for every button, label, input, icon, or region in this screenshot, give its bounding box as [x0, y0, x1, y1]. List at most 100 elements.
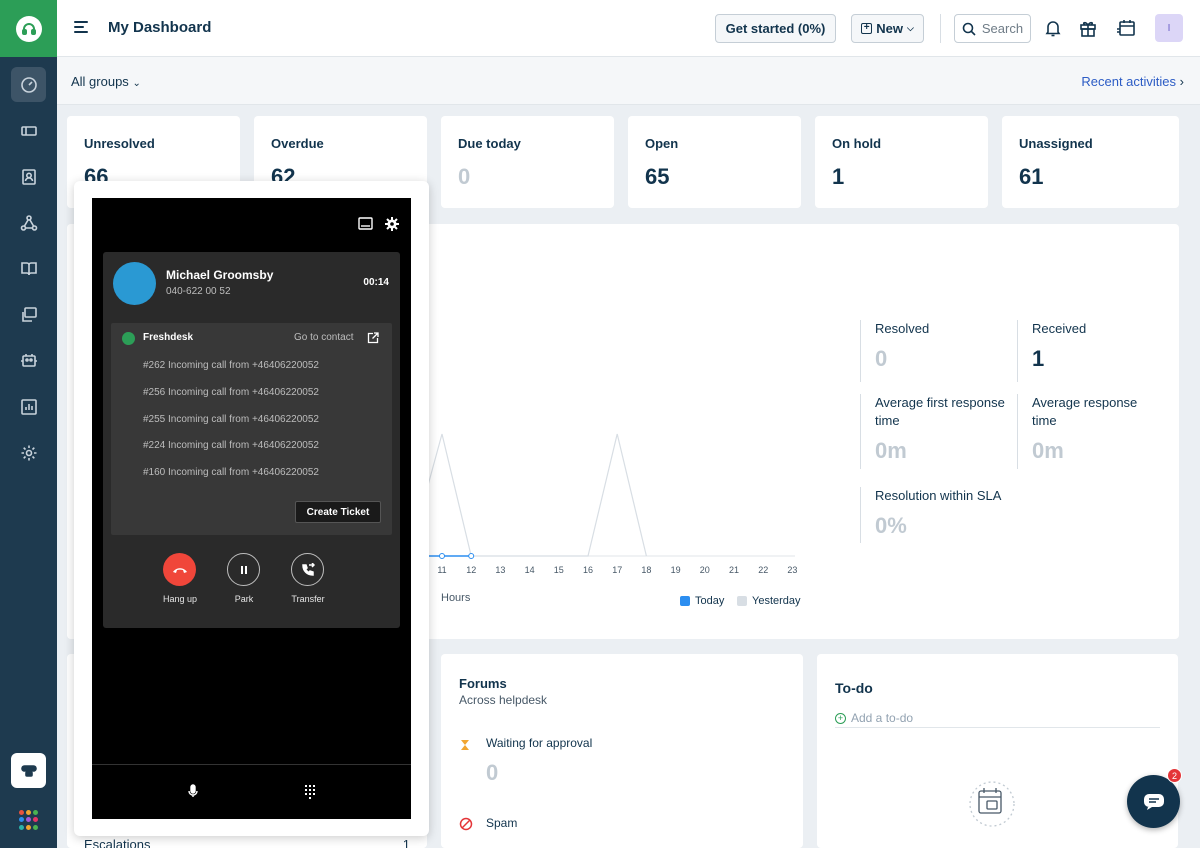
forums-card: Forums Across helpdesk Waiting for appro… — [441, 654, 803, 848]
call-history-item[interactable]: #256 Incoming call from +46406220052 — [143, 387, 319, 398]
settings-gear-icon[interactable] — [385, 217, 399, 236]
waiting-approval-label: Waiting for approval — [486, 736, 593, 750]
todo-title: To-do — [835, 680, 873, 696]
menu-icon[interactable] — [74, 21, 88, 36]
create-ticket-button[interactable]: Create Ticket — [295, 501, 381, 523]
x-tick-label: 13 — [495, 565, 505, 575]
calendar-icon[interactable] — [1115, 17, 1137, 39]
call-history-item[interactable]: #255 Incoming call from +46406220052 — [143, 414, 319, 425]
pause-icon — [240, 565, 247, 574]
chat-widget-button[interactable] — [1127, 775, 1180, 828]
go-to-contact-link[interactable]: Go to contact — [294, 332, 354, 343]
hang-up-button[interactable] — [163, 553, 196, 586]
chevron-right-icon: › — [1179, 74, 1184, 89]
sidebar-item-dashboard[interactable] — [11, 67, 46, 102]
active-call-card: Michael Groomsby 040-622 00 52 00:14 Fre… — [103, 252, 400, 628]
x-tick-label: 12 — [466, 565, 476, 575]
legend-swatch-today — [680, 596, 690, 606]
stat-label: Unassigned — [1019, 136, 1093, 151]
metric-value: 0m — [1032, 438, 1064, 463]
book-icon — [20, 261, 37, 275]
microphone-icon[interactable] — [188, 784, 198, 803]
apps-grid-icon[interactable] — [19, 810, 39, 830]
metric-value: 0 — [875, 346, 888, 371]
x-tick-label: 16 — [583, 565, 593, 575]
freshdesk-panel: Freshdesk Go to contact #262 Incoming ca… — [111, 323, 392, 535]
plus-icon: + — [861, 23, 873, 34]
escalations-count: 1 — [402, 837, 410, 848]
legend-label: Today — [695, 595, 725, 607]
sidebar-item-admin-bot[interactable] — [11, 343, 46, 378]
park-button[interactable] — [227, 553, 260, 586]
stat-card-unassigned[interactable]: Unassigned 61 — [1002, 116, 1179, 208]
chat-icon — [1143, 793, 1164, 810]
sidebar-item-groups[interactable] — [11, 205, 46, 240]
series-point-today[interactable] — [439, 553, 445, 559]
recent-activities-link[interactable]: Recent activities › — [1081, 74, 1184, 89]
legend-today[interactable]: Today — [680, 595, 724, 607]
stat-label: On hold — [832, 136, 882, 151]
ticket-icon — [20, 125, 37, 136]
external-link-icon[interactable] — [367, 331, 379, 349]
sidebar-item-tickets[interactable] — [11, 113, 46, 148]
metric-label: Average response time — [1032, 395, 1138, 428]
discussion-icon — [21, 306, 37, 322]
metric-label: Resolved — [875, 321, 930, 336]
minimize-icon[interactable] — [358, 217, 373, 235]
stat-value: 0 — [458, 164, 471, 189]
new-button[interactable]: + New ⌵ — [851, 14, 924, 43]
todo-card: To-do + Add a to-do — [817, 654, 1178, 848]
transfer-icon — [301, 562, 315, 576]
call-history-item[interactable]: #160 Incoming call from +46406220052 — [143, 467, 319, 478]
groups-dropdown[interactable]: All groups ⌄ — [71, 74, 141, 89]
stat-value: 61 — [1019, 164, 1044, 189]
call-history-item[interactable]: #224 Incoming call from +46406220052 — [143, 440, 319, 451]
freshdesk-logo[interactable] — [0, 0, 57, 57]
call-timer: 00:14 — [363, 277, 389, 288]
spam-icon — [459, 817, 473, 836]
gift-icon[interactable] — [1077, 17, 1099, 39]
stat-card-due-today[interactable]: Due today 0 — [441, 116, 614, 208]
dashboard-icon — [20, 76, 37, 93]
metric-label: Received — [1032, 321, 1087, 336]
metric-label: Average first response time — [875, 395, 1005, 428]
stat-label: Unresolved — [84, 136, 155, 151]
bell-icon[interactable] — [1042, 17, 1064, 39]
add-icon: + — [835, 712, 846, 724]
reports-icon — [20, 398, 37, 415]
freshdesk-brand: Freshdesk — [143, 332, 194, 343]
sidebar-item-phone[interactable] — [11, 753, 46, 788]
stat-card-open[interactable]: Open 65 — [628, 116, 801, 208]
stat-card-on-hold[interactable]: On hold 1 — [815, 116, 988, 208]
hourglass-icon — [460, 738, 470, 750]
x-tick-label: 14 — [525, 565, 535, 575]
x-tick-label: 15 — [554, 565, 564, 575]
search-icon — [962, 22, 976, 36]
new-button-label: New — [876, 21, 903, 36]
add-todo-input[interactable]: + Add a to-do — [835, 709, 1160, 728]
sidebar-item-settings[interactable] — [11, 435, 46, 470]
caller-name: Michael Groomsby — [166, 268, 274, 282]
phone-footer-divider — [92, 764, 411, 765]
transfer-button[interactable] — [291, 553, 324, 586]
get-started-button[interactable]: Get started (0%) — [715, 14, 836, 43]
spam-label: Spam — [486, 816, 518, 830]
sidebar-item-solutions[interactable] — [11, 251, 46, 286]
metric-value: 1 — [1032, 346, 1045, 371]
series-point-today[interactable] — [468, 553, 475, 559]
search-button[interactable]: Search — [954, 14, 1031, 43]
forums-title: Forums — [459, 676, 507, 691]
stat-value: 1 — [832, 164, 845, 189]
escalations-label: Escalations — [84, 837, 151, 848]
legend-yesterday[interactable]: Yesterday — [737, 595, 801, 607]
call-history-item[interactable]: #262 Incoming call from +46406220052 — [143, 360, 319, 371]
search-label: Search — [981, 21, 1024, 36]
dialpad-icon[interactable] — [305, 785, 315, 799]
sidebar-item-contacts[interactable] — [11, 159, 46, 194]
user-avatar[interactable]: I — [1155, 14, 1183, 42]
sidebar-item-forums[interactable] — [11, 297, 46, 332]
gear-icon — [21, 445, 36, 460]
sidebar-item-reports[interactable] — [11, 389, 46, 424]
x-tick-label: 18 — [641, 565, 651, 575]
caller-avatar — [113, 262, 156, 305]
